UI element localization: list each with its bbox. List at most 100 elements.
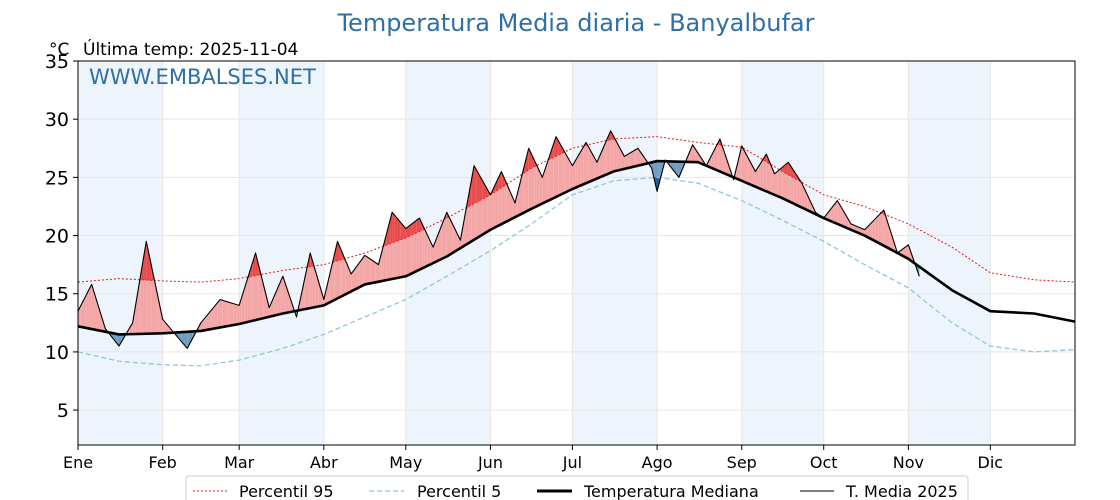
above-p95-fill [558,141,562,155]
above-median-fill [586,142,589,184]
above-median-fill [799,178,802,208]
above-median-fill [605,137,608,176]
above-p95-fill [400,222,404,240]
above-p95-fill [474,165,477,204]
above-median-fill [610,130,614,173]
above-median-fill [569,160,573,191]
above-p95-fill [405,226,409,238]
above-median-fill [277,282,281,315]
above-median-fill [602,143,606,177]
above-median-fill [520,170,524,215]
above-median-fill [583,142,587,185]
above-median-fill [351,270,354,292]
y-tick-label: 35 [45,51,69,73]
legend-label-current: T. Media 2025 [845,482,958,500]
above-p95-fill [416,218,420,233]
above-median-fill [810,200,813,213]
above-median-fill [353,266,357,291]
above-median-fill [747,156,750,185]
above-median-fill [627,153,630,169]
above-median-fill [717,138,720,172]
above-median-fill [774,171,778,196]
above-p95-fill [411,222,414,236]
above-p95-fill [386,222,390,245]
above-median-fill [769,160,772,194]
above-median-fill [375,262,379,283]
month-band [572,61,658,445]
above-median-fill [607,130,611,174]
above-median-fill [749,161,753,186]
above-median-fill [94,293,98,331]
above-median-fill [452,223,455,254]
above-median-fill [637,148,641,166]
above-median-fill [209,309,212,330]
above-median-fill [741,145,745,183]
above-median-fill [889,227,892,251]
above-median-fill [504,177,507,223]
x-tick-label: Mar [224,453,255,472]
above-median-fill [427,235,431,266]
above-median-fill [312,262,316,308]
x-tick-label: Ago [642,453,673,472]
above-median-fill [348,267,352,293]
above-median-fill [588,147,592,183]
above-median-fill [902,246,906,258]
unit-label: °C [49,40,69,60]
above-median-fill [203,316,207,331]
above-median-fill [258,263,262,320]
above-median-fill [771,167,775,195]
above-median-fill [561,146,565,195]
series-p5-line [77,176,1076,367]
above-median-fill [91,284,95,330]
above-p95-fill [149,254,152,281]
above-median-fill [744,151,748,184]
above-median-fill [151,267,155,334]
watermark: WWW.EMBALSES.NET [89,65,316,89]
above-p95-fill [419,218,423,232]
above-median-fill [88,284,92,330]
above-median-fill [875,215,879,243]
above-median-fill [629,151,633,168]
above-p95-fill [337,241,341,261]
above-median-fill [135,290,139,335]
above-median-fill [280,276,283,315]
above-median-fill [263,285,267,319]
above-p95-fill [785,162,789,175]
above-median-fill [261,274,264,319]
plot-frame [77,60,1076,446]
y-tick-label: 30 [45,109,69,131]
y-axis: 5 10 15 20 25 30 35 [45,51,78,422]
below-median-fill [189,331,193,344]
above-median-fill [766,154,770,193]
month-band [239,61,324,445]
month-band [741,61,824,445]
above-median-fill [867,224,871,239]
series-lines [77,130,1076,367]
above-median-fill [217,299,221,328]
above-median-fill [435,233,439,262]
month-band [908,61,991,445]
above-median-fill [364,255,368,285]
above-median-fill [881,209,884,246]
above-median-fill [356,262,360,289]
above-median-fill [83,295,87,328]
above-median-fill [908,244,912,261]
x-tick-label: May [389,453,422,472]
above-median-fill [241,287,245,324]
above-median-fill [359,259,363,288]
above-median-fill [457,234,461,250]
above-median-fill [274,288,278,316]
above-median-fill [758,162,761,189]
y-tick-label: 25 [45,167,69,189]
above-median-fill [405,226,409,277]
above-median-fill [444,212,447,258]
above-median-fill [80,300,84,328]
above-median-fill [698,153,701,164]
above-p95-fill [397,218,401,241]
above-median-fill [542,169,546,204]
below-median-fill [181,331,185,346]
above-median-fill [515,192,518,218]
y-tick-label: 5 [57,400,69,422]
above-median-fill [230,302,234,326]
